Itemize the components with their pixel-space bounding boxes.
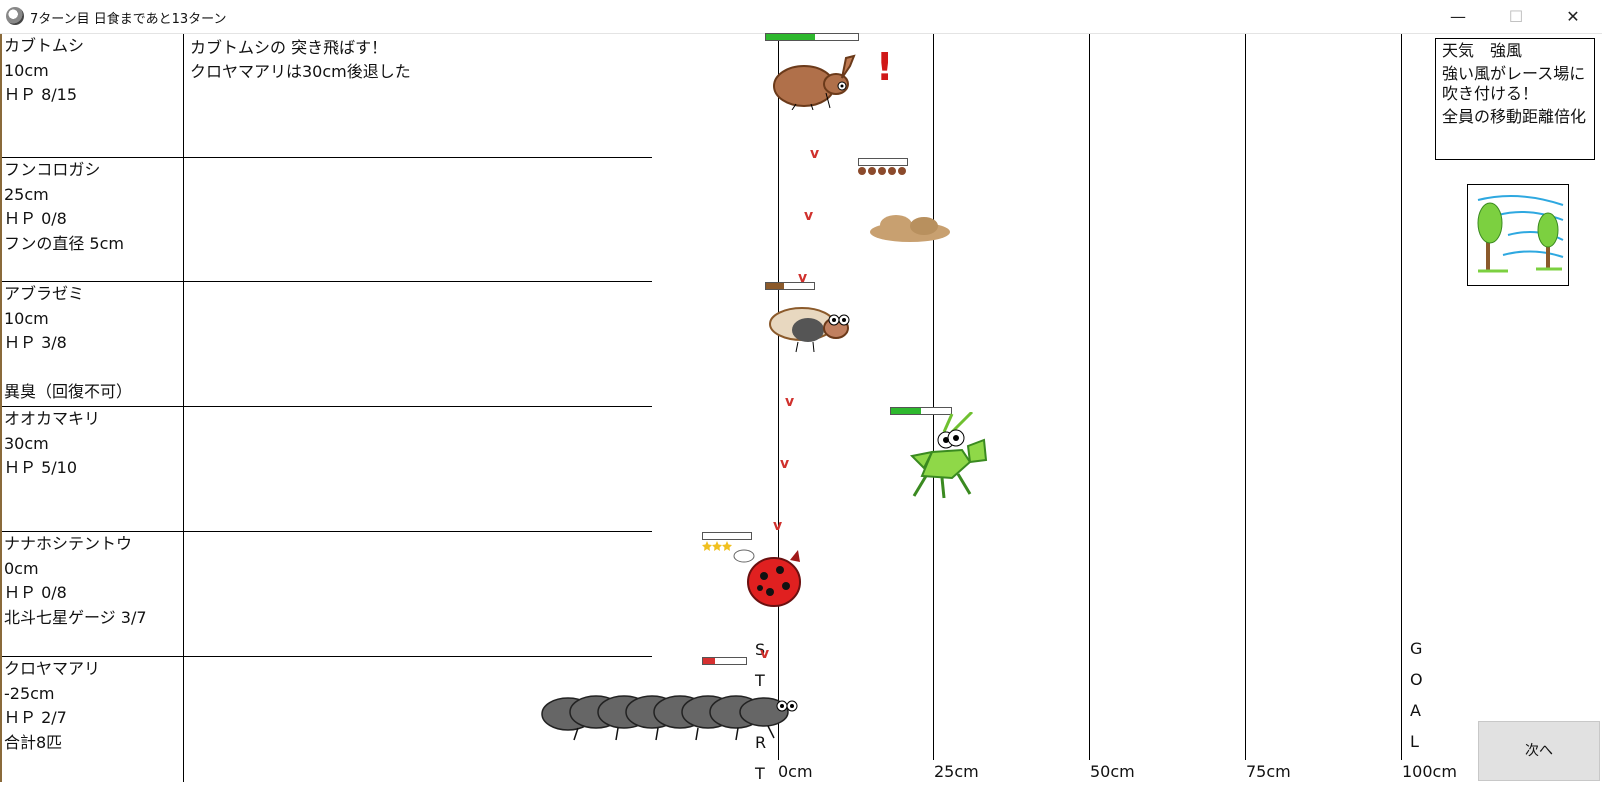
maximize-button[interactable]: ☐ [1508, 7, 1524, 26]
racer-distance: 30cm [4, 433, 49, 453]
racer-distance: 0cm [4, 558, 39, 578]
hp-bar [890, 407, 952, 415]
racer-row: クロヤマアリ -25cm ＨＰ 2/7 合計8匹 [2, 657, 652, 781]
hp-bar-fill [703, 658, 716, 664]
mantis-icon [909, 412, 988, 499]
weather-description: 強い風がレース場に吹き付ける！ [1442, 64, 1586, 103]
battle-message: カブトムシの 突き飛ばす！ クロヤマアリは30cm後退した [190, 36, 411, 84]
racer-hp: ＨＰ 3/8 [4, 333, 67, 352]
track-line-75 [1245, 34, 1246, 760]
hp-bar [765, 33, 859, 41]
ladybug-icon [733, 549, 801, 607]
alert-mark: ! [876, 45, 894, 89]
racer-name: オオカマキリ [4, 409, 101, 428]
racer-status: フンの直径 5cm [4, 233, 124, 253]
dung-icon [870, 215, 950, 242]
racer-info: フンコロガシ 25cm ＨＰ 0/8 フンの直径 5cm [4, 158, 184, 256]
track-line-50 [1089, 34, 1090, 760]
racer-hp: ＨＰ 8/15 [4, 85, 78, 104]
axis-label: 100cm [1402, 762, 1457, 781]
star-gauge [702, 541, 732, 551]
racer-status: 異臭（回復不可） [4, 381, 133, 401]
racer-hp: ＨＰ 5/10 [4, 458, 78, 477]
racer-hp: ＨＰ 0/8 [4, 209, 67, 228]
window-title: 7ターン目 日食まであと13ターン [30, 12, 227, 27]
close-button[interactable]: ✕ [1566, 7, 1580, 26]
racer-info: クロヤマアリ -25cm ＨＰ 2/7 合計8匹 [4, 657, 184, 755]
trail-mark: v [773, 518, 783, 534]
racer-row: オオカマキリ 30cm ＨＰ 5/10 [2, 407, 652, 532]
hp-bar [765, 282, 815, 290]
axis-label: 50cm [1090, 762, 1135, 781]
racer-name: フンコロガシ [4, 160, 101, 179]
racer-row: アブラゼミ 10cm ＨＰ 3/8 異臭（回復不可） [2, 282, 652, 407]
start-letter: R [755, 733, 767, 752]
racer-distance: 10cm [4, 60, 49, 80]
trail-mark: v [780, 456, 790, 472]
message-line: カブトムシの 突き飛ばす！ [190, 38, 388, 57]
message-line: クロヤマアリは30cm後退した [190, 62, 411, 81]
racer-status: 北斗七星ゲージ 3/7 [4, 607, 147, 627]
racer-status-empty [4, 356, 184, 380]
racer-row: カブトムシ 10cm ＨＰ 8/15 [2, 34, 652, 158]
racer-name: アブラゼミ [4, 284, 85, 303]
hp-bar [702, 657, 747, 665]
next-button[interactable]: 次へ [1478, 721, 1600, 781]
goal-letter: A [1410, 701, 1421, 720]
column-divider [183, 34, 184, 782]
hp-bar [702, 532, 752, 540]
goal-letter: L [1410, 732, 1419, 751]
racer-name: クロヤマアリ [4, 659, 101, 678]
racer-distance: 10cm [4, 308, 49, 328]
racer-name: ナナホシテントウ [4, 534, 133, 553]
trail-mark: v [760, 646, 770, 662]
minimize-button[interactable]: — [1450, 7, 1466, 26]
track-line-25 [933, 34, 934, 760]
weather-effect: 全員の移動距離倍化 [1442, 107, 1587, 126]
racer-row: フンコロガシ 25cm ＨＰ 0/8 フンの直径 5cm [2, 158, 652, 282]
track-line-0 [778, 34, 779, 760]
weather-panel: 天気 強風 強い風がレース場に吹き付ける！ 全員の移動距離倍化 [1435, 38, 1595, 160]
axis-label: 25cm [934, 762, 979, 781]
racer-hp: ＨＰ 2/7 [4, 708, 67, 727]
dung-ball-gauge [858, 167, 906, 175]
trail-mark: v [785, 394, 795, 410]
hp-bar-fill [891, 408, 921, 414]
hp-bar [858, 158, 908, 166]
racer-status: 合計8匹 [4, 732, 63, 752]
strong-wind-icon [1467, 184, 1569, 286]
weather-title: 天気 強風 [1442, 41, 1523, 60]
app-icon [6, 7, 24, 25]
axis-label: 0cm [778, 762, 813, 781]
start-letter: T [755, 764, 765, 783]
racer-name: カブトムシ [4, 36, 85, 55]
rhinoceros-beetle-icon [773, 54, 856, 110]
racer-distance: -25cm [4, 683, 55, 703]
racer-info: カブトムシ 10cm ＨＰ 8/15 [4, 34, 184, 108]
racer-info: ナナホシテントウ 0cm ＨＰ 0/8 北斗七星ゲージ 3/7 [4, 532, 184, 630]
window-edge [0, 34, 2, 782]
trail-mark: v [798, 270, 808, 286]
black-ant-group-icon [541, 695, 798, 741]
goal-marker: G O A L [1410, 633, 1423, 757]
start-letter: S [755, 640, 766, 659]
cicada-icon [769, 307, 850, 353]
racer-info: アブラゼミ 10cm ＨＰ 3/8 異臭（回復不可） [4, 282, 184, 404]
trail-mark: v [810, 146, 820, 162]
track-line-100 [1401, 34, 1402, 760]
racer-row: ナナホシテントウ 0cm ＨＰ 0/8 北斗七星ゲージ 3/7 [2, 532, 652, 657]
hp-bar-fill [766, 283, 784, 289]
title-bar: 7ターン目 日食まであと13ターン — ☐ ✕ [0, 0, 1602, 34]
goal-letter: O [1410, 670, 1423, 689]
racer-distance: 25cm [4, 184, 49, 204]
racer-info: オオカマキリ 30cm ＨＰ 5/10 [4, 407, 184, 481]
axis-label: 75cm [1246, 762, 1291, 781]
trail-mark: v [804, 208, 814, 224]
start-letter: T [755, 671, 765, 690]
goal-letter: G [1410, 639, 1423, 658]
racer-hp: ＨＰ 0/8 [4, 583, 67, 602]
hp-bar-fill [766, 34, 815, 40]
